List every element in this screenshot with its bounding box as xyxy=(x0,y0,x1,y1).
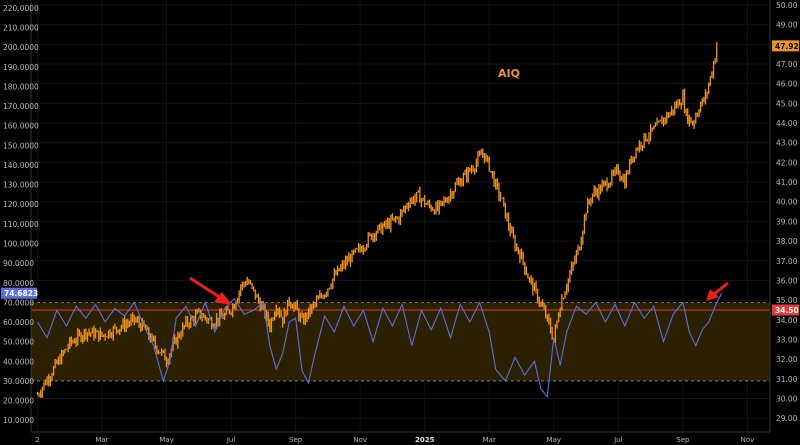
left-tick-label: 10.0000 xyxy=(3,416,34,425)
left-axis-ticks: 220.0000 210.0000 200.0000 190.0000 180.0000… xyxy=(3,4,39,425)
price-last-value: 47.92 xyxy=(775,42,799,51)
left-tick-label: 50.0000 xyxy=(3,338,34,347)
right-tick-label: 50.00 xyxy=(776,1,798,10)
left-tick-label: 120.0000 xyxy=(3,200,39,209)
right-tick-label: 30.00 xyxy=(776,395,798,404)
left-tick-label: 130.0000 xyxy=(3,181,39,190)
left-tick-label: 170.0000 xyxy=(3,102,39,111)
left-tick-label: 90.0000 xyxy=(3,259,34,268)
left-tick-label: 220.0000 xyxy=(3,4,39,13)
right-tick-label: 37.00 xyxy=(776,257,798,266)
right-tick-label: 29.00 xyxy=(776,414,798,423)
right-tick-label: 40.00 xyxy=(776,198,798,207)
right-tick-label: 35.00 xyxy=(776,296,798,305)
rsi-last-badge: 74.6823 xyxy=(1,287,38,299)
right-tick-label: 49.00 xyxy=(776,21,798,30)
left-tick-label: 190.0000 xyxy=(3,63,39,72)
price-series xyxy=(36,42,718,398)
price-last-badge: 47.92 xyxy=(772,40,799,52)
left-tick-label: 110.0000 xyxy=(3,220,39,229)
left-tick-label: 40.0000 xyxy=(3,357,34,366)
left-tick-label: 70.0000 xyxy=(3,298,34,307)
left-tick-label: 150.0000 xyxy=(3,141,39,150)
left-tick-label: 200.0000 xyxy=(3,43,39,52)
x-tick-label: May xyxy=(159,436,173,444)
left-tick-label: 80.0000 xyxy=(3,279,34,288)
left-tick-label: 210.0000 xyxy=(3,23,39,32)
left-tick-label: 20.0000 xyxy=(3,397,34,406)
arrow-right xyxy=(706,281,729,301)
arrow-left xyxy=(189,276,232,305)
x-tick-label: Mar xyxy=(95,436,108,444)
right-tick-label: 36.00 xyxy=(776,276,798,285)
x-tick-label: 2 xyxy=(35,436,39,444)
right-tick-label: 38.00 xyxy=(776,237,798,246)
x-tick-label: Jul xyxy=(613,436,623,444)
ticker-label: AIQ xyxy=(498,67,520,80)
right-tick-label: 45.00 xyxy=(776,99,798,108)
rsi-series-line xyxy=(37,292,723,399)
right-tick-label: 39.00 xyxy=(776,217,798,226)
right-tick-label: 44.00 xyxy=(776,119,798,128)
x-tick-label: Nov xyxy=(353,436,367,444)
right-tick-label: 42.00 xyxy=(776,158,798,167)
right-tick-label: 31.00 xyxy=(776,375,798,384)
left-tick-label: 100.0000 xyxy=(3,239,39,248)
x-tick-label: Nov xyxy=(741,436,755,444)
level-right-value: 34.50 xyxy=(775,306,799,315)
rsi-band xyxy=(31,302,770,381)
right-tick-label: 46.00 xyxy=(776,80,798,89)
level-right-badge: 34.50 xyxy=(772,304,799,316)
rsi-last-value: 74.6823 xyxy=(4,289,38,298)
right-tick-label: 33.00 xyxy=(776,335,798,344)
x-tick-label: Jul xyxy=(226,436,236,444)
x-tick-label: Sep xyxy=(289,436,303,444)
x-tick-label: 2025 xyxy=(415,436,435,444)
right-tick-label: 47.00 xyxy=(776,60,798,69)
right-tick-label: 43.00 xyxy=(776,139,798,148)
x-tick-label: Sep xyxy=(676,436,690,444)
left-tick-label: 160.0000 xyxy=(3,122,39,131)
left-tick-label: 140.0000 xyxy=(3,161,39,170)
right-tick-label: 41.00 xyxy=(776,178,798,187)
right-tick-label: 32.00 xyxy=(776,355,798,364)
left-tick-label: 30.0000 xyxy=(3,377,34,386)
left-tick-label: 60.0000 xyxy=(3,318,34,327)
left-tick-label: 180.0000 xyxy=(3,82,39,91)
x-axis-ticks: 2 Mar May Jul Sep Nov 2025 Mar May Jul Sep Nov xyxy=(35,436,754,444)
x-tick-label: Mar xyxy=(483,436,496,444)
x-tick-label: May xyxy=(547,436,561,444)
right-tick-label: 34.00 xyxy=(776,316,798,325)
